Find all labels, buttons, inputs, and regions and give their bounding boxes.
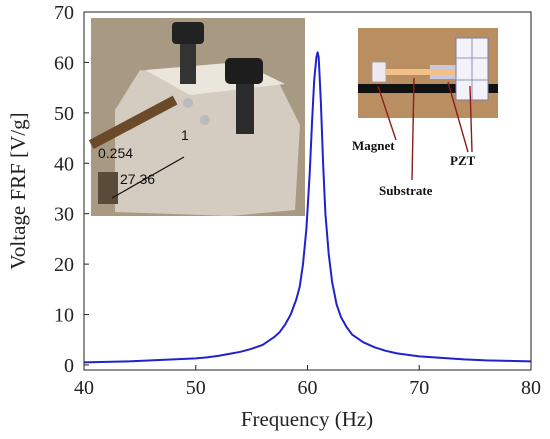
tip-magnet xyxy=(98,172,118,204)
bolt-head-right xyxy=(225,58,263,84)
schematic-base-line xyxy=(358,84,498,93)
bolt-shank-left xyxy=(180,44,196,84)
arrow-pzt-2 xyxy=(469,85,473,153)
inset-label-magnet: Magnet xyxy=(352,138,395,153)
y-tick-label: 70 xyxy=(54,2,74,24)
y-tick-label: 0 xyxy=(64,355,74,377)
schematic-substrate xyxy=(386,69,456,75)
arrow-pzt-1 xyxy=(447,81,469,153)
x-tick-label: 40 xyxy=(74,377,94,399)
x-axis-label: Frequency (Hz) xyxy=(241,407,373,431)
schematic-inset: Magnet Substrate PZT xyxy=(352,28,498,198)
y-tick-label: 20 xyxy=(54,254,74,276)
device-photo-inset: 0.254 1 27.36 xyxy=(88,18,305,216)
x-tick-label: 50 xyxy=(186,377,206,399)
x-tick-label: 80 xyxy=(521,377,541,399)
schematic-pzt-bottom xyxy=(430,75,456,79)
screw-2 xyxy=(200,115,210,125)
dimension-line xyxy=(111,156,185,199)
arrow-substrate xyxy=(411,77,415,181)
y-tick-label: 40 xyxy=(54,153,74,175)
bolt-head-left xyxy=(172,22,204,44)
tick-labels: 40 50 60 70 80 0 10 20 30 40 50 60 70 xyxy=(54,2,541,399)
y-tick-label: 50 xyxy=(54,103,74,125)
photo-label-thickness: 0.254 xyxy=(98,145,133,161)
frf-series-line xyxy=(83,51,532,364)
y-tick-label: 60 xyxy=(54,52,74,74)
beam xyxy=(88,95,178,150)
plot-frame xyxy=(83,11,532,371)
y-tick-label: 10 xyxy=(54,305,74,327)
inset-label-substrate: Substrate xyxy=(379,183,433,198)
photo-label-width: 1 xyxy=(181,127,189,143)
arrow-magnet xyxy=(377,85,397,141)
bolt-shank-right xyxy=(236,84,254,134)
inset-label-pzt: PZT xyxy=(450,153,476,168)
x-tick-label: 60 xyxy=(298,377,318,399)
y-axis-label: Voltage FRF [V/g] xyxy=(6,112,30,269)
y-tick-label: 30 xyxy=(54,204,74,226)
x-tick-label: 70 xyxy=(409,377,429,399)
schematic-magnet xyxy=(371,61,387,83)
screw-1 xyxy=(183,98,193,108)
photo-label-length: 27.36 xyxy=(120,171,155,187)
schematic-pzt-top xyxy=(430,65,456,69)
